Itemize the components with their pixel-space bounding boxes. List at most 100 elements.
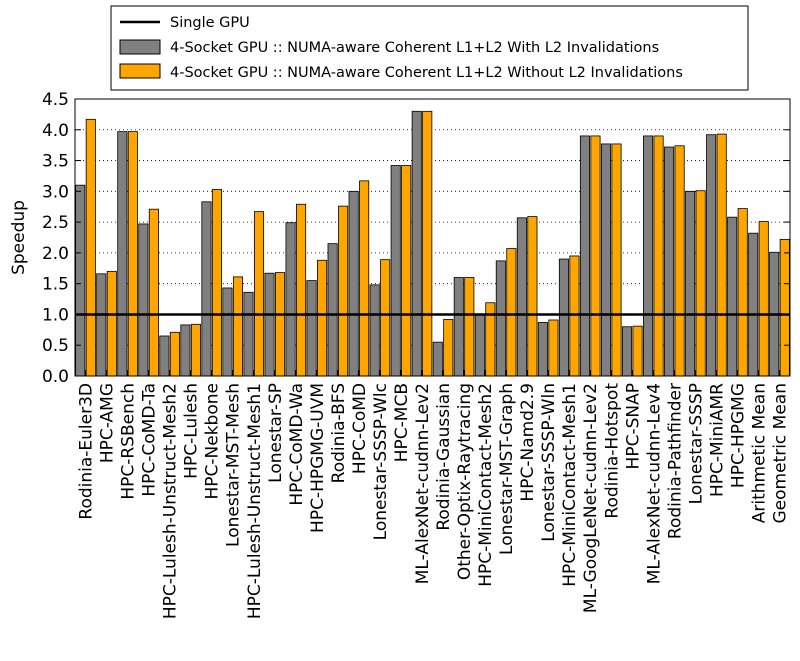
x-tick-label: ML-GoogLeNet-cudnn-Lev2: [581, 383, 601, 613]
bar-series-1: [390, 165, 401, 377]
x-tick-label: HPC-AMG: [98, 383, 118, 463]
bar-series-1: [117, 131, 128, 377]
bar-series-2: [443, 318, 454, 377]
legend-swatch-series-2: [119, 63, 161, 79]
bar-series-1: [411, 110, 422, 377]
bar-series-1: [664, 146, 675, 377]
bar-series-2: [590, 135, 601, 377]
x-tick-label: Other-Optix-Raytracing: [455, 383, 475, 580]
bar-series-1: [285, 222, 296, 377]
bar-series-1: [96, 273, 107, 377]
bar-series-2: [548, 319, 559, 377]
y-tick-label: 4.5: [42, 90, 69, 110]
bar-series-2: [359, 180, 370, 377]
bar-series-2: [401, 165, 412, 377]
y-tick-label: 2.5: [42, 213, 69, 233]
x-tick-label: Lonestar-SSSP: [686, 383, 706, 504]
bar-series-1: [495, 260, 506, 377]
bar-series-1: [222, 287, 233, 377]
bar-series-2: [380, 259, 391, 377]
bar-series-1: [516, 217, 527, 377]
bar-series-1: [558, 258, 569, 377]
bar-series-2: [127, 131, 138, 377]
bar-series-2: [275, 272, 286, 377]
bar-series-1: [432, 341, 443, 377]
bar-series-2: [653, 135, 664, 377]
legend-entry-baseline: Single GPU: [170, 15, 250, 31]
bar-series-1: [264, 272, 275, 377]
bar-series-2: [169, 331, 180, 377]
bar-series-2: [716, 133, 727, 377]
x-tick-label: HPC-MiniContact-Mesh1: [560, 383, 580, 587]
legend-swatch-series-1: [119, 39, 161, 55]
bar-series-1: [579, 135, 590, 377]
bar-series-1: [306, 280, 317, 377]
x-tick-label: Rodinia-BFS: [329, 383, 349, 483]
y-tick-label: 0.0: [42, 367, 69, 387]
x-tick-label: HPC-HPGMG-UVM: [308, 383, 328, 533]
bar-series-2: [422, 110, 433, 377]
y-axis-label: Speedup: [9, 200, 29, 275]
bar-series-2: [569, 255, 580, 377]
bar-series-2: [737, 208, 748, 377]
x-axis: Rodinia-Euler3D HPC-AMG HPC-RSBench HPC-CoM…: [77, 370, 790, 619]
bar-series-1: [643, 135, 654, 377]
x-tick-label: HPC-Nekbone: [203, 383, 223, 500]
bar-series-2: [527, 216, 538, 377]
bar-series-1: [138, 223, 149, 377]
bar-series-2: [85, 118, 96, 377]
bar-series-2: [338, 205, 349, 377]
x-tick-label: HPC-Lulesh: [182, 383, 202, 479]
x-tick-label: HPC-Lulesh-Unstruct-Mesh1: [245, 383, 265, 619]
y-tick-label: 3.5: [42, 152, 69, 172]
bar-series-2: [632, 325, 643, 377]
x-tick-label: HPC-MiniContact-Mesh2: [476, 383, 496, 587]
bar-series-1: [180, 324, 191, 377]
bar-series-2: [506, 248, 517, 377]
y-tick-label: 1.5: [42, 275, 69, 295]
x-tick-label: HPC-HPGMG: [728, 383, 748, 488]
bar-series-2: [190, 323, 201, 377]
bar-series-1: [75, 184, 86, 377]
x-tick-label: ML-AlexNet-cudnn-Lev2: [413, 383, 433, 584]
bar-series-1: [727, 216, 738, 377]
bar-series-2: [695, 190, 706, 377]
x-tick-label: Lonestar-SSSP-Wlc: [371, 383, 391, 540]
x-tick-label: Geometric Mean: [770, 383, 790, 524]
x-tick-label: Rodinia-Euler3D: [77, 383, 97, 520]
x-tick-label: Lonestar-MST-Graph: [497, 383, 517, 555]
bar-series-1: [327, 243, 338, 377]
bar-series-2: [232, 276, 244, 377]
bar-series-2: [296, 203, 307, 377]
x-tick-label: HPC-MiniAMR: [707, 383, 727, 497]
bar-series-2: [758, 221, 769, 377]
bar-series-2: [611, 143, 622, 377]
bar-series-1: [453, 277, 464, 377]
bar-series-1: [600, 143, 612, 377]
x-tick-label: HPC-Namd2.9: [518, 383, 538, 502]
bar-series-1: [474, 314, 485, 377]
x-tick-label: HPC-SNAP: [623, 383, 643, 469]
x-tick-label: Lonestar-SP: [266, 383, 286, 483]
x-tick-label: HPC-CoMD-Wa: [287, 383, 307, 506]
x-tick-label: Rodinia-Hotspot: [602, 383, 622, 519]
bar-series-2: [253, 211, 265, 377]
bar-series-1: [201, 201, 212, 377]
bar-series-1: [243, 291, 254, 377]
y-tick-label: 2.0: [42, 244, 69, 264]
bar-series-2: [674, 145, 685, 377]
x-tick-label: HPC-CoMD-Ta: [140, 383, 160, 497]
bar-series-2: [317, 259, 328, 377]
legend-entry-series-1: 4-Socket GPU :: NUMA-aware Coherent L1+L…: [170, 40, 659, 56]
y-tick-label: 3.0: [42, 182, 69, 202]
bar-series-1: [706, 134, 717, 377]
bar-series-1: [537, 322, 548, 377]
x-tick-label: HPC-RSBench: [119, 383, 139, 500]
bar-series-1: [685, 190, 696, 377]
y-tick-label: 4.0: [42, 121, 69, 141]
x-tick-label: HPC-MCB: [392, 383, 412, 462]
bar-series-2: [148, 208, 159, 377]
y-tick-label: 1.0: [42, 305, 69, 325]
x-tick-label: Arithmetic Mean: [749, 383, 769, 523]
bar-series-2: [464, 277, 475, 377]
